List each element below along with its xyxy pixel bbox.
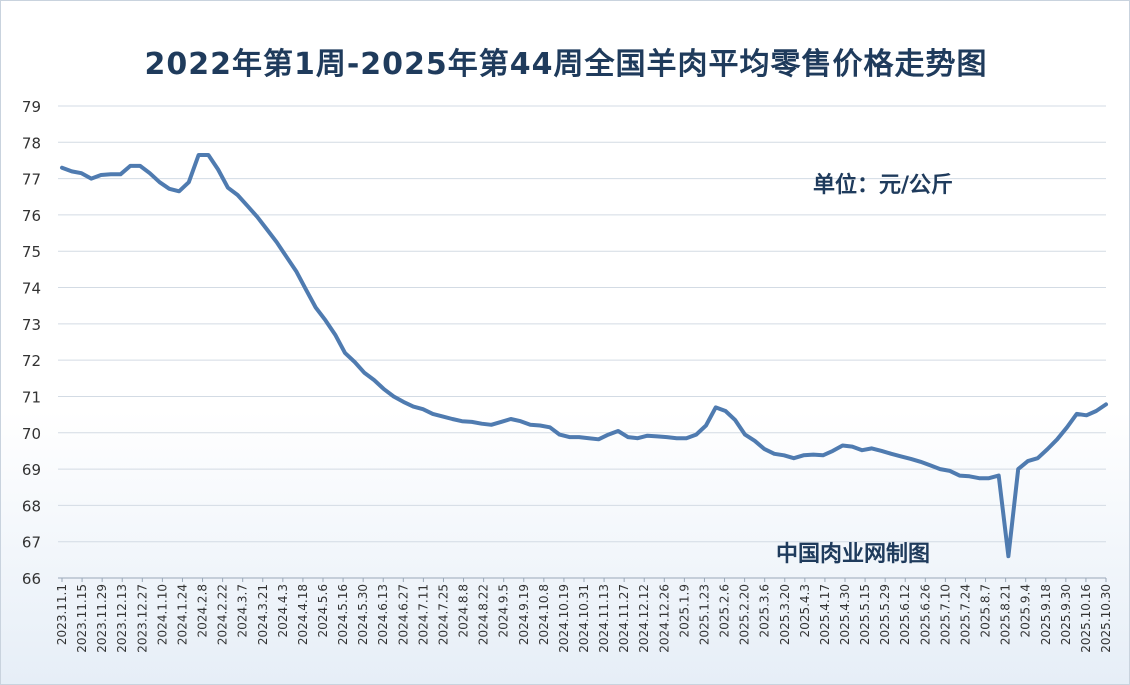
x-tick-label: 2025.9.30 — [1059, 584, 1073, 645]
x-tick-label: 2025.9.18 — [1039, 584, 1053, 645]
x-tick-label: 2024.8.22 — [477, 584, 491, 645]
y-tick-label: 68 — [22, 497, 41, 515]
x-tick-label: 2024.2.8 — [196, 584, 210, 637]
x-tick-label: 2024.10.8 — [537, 584, 551, 645]
x-tick-label: 2025.5.29 — [878, 584, 892, 645]
x-tick-label: 2025.2.20 — [738, 584, 752, 645]
x-tick-label: 2025.10.16 — [1079, 584, 1093, 653]
x-tick-label: 2025.10.30 — [1099, 584, 1113, 653]
x-tick-label: 2025.5.15 — [858, 584, 872, 645]
x-tick-label: 2024.7.25 — [436, 584, 450, 645]
x-tick-label: 2024.7.11 — [416, 584, 430, 645]
x-tick-label: 2024.10.19 — [557, 584, 571, 653]
x-tick-label: 2024.6.27 — [396, 584, 410, 645]
y-tick-label: 76 — [22, 207, 41, 225]
y-tick-label: 70 — [22, 425, 41, 443]
x-tick-label: 2023.11.29 — [95, 584, 109, 653]
x-tick-label: 2023.11.1 — [55, 584, 69, 645]
y-tick-label: 73 — [22, 316, 41, 334]
x-tick-label: 2023.12.13 — [115, 584, 129, 653]
x-tick-label: 2025.4.30 — [838, 584, 852, 645]
x-tick-label: 2025.4.17 — [818, 584, 832, 645]
x-axis-ticks: 2023.11.1 2023.11.15 2023.11.29 2023.12.13 2… — [55, 578, 1113, 653]
gridlines — [58, 105, 1106, 579]
x-tick-label: 2024.1.10 — [155, 584, 169, 645]
x-tick-label: 2025.6.26 — [918, 584, 932, 645]
x-tick-label: 2024.10.31 — [577, 584, 591, 653]
x-tick-label: 2025.7.24 — [958, 584, 972, 645]
x-tick-label: 2024.11.27 — [617, 584, 631, 653]
unit-label: 单位：元/公斤 — [813, 173, 954, 198]
x-tick-label: 2024.2.22 — [216, 584, 230, 645]
y-tick-label: 78 — [22, 134, 41, 152]
x-tick-label: 2024.12.12 — [637, 584, 651, 653]
x-tick-label: 2024.9.19 — [517, 584, 531, 645]
y-axis-ticks: 66 67 68 69 70 71 72 73 74 75 76 77 78 79 — [22, 98, 41, 588]
y-tick-label: 67 — [22, 534, 41, 552]
x-tick-label: 2025.2.6 — [718, 584, 732, 637]
y-tick-label: 71 — [22, 388, 41, 406]
x-tick-label: 2025.1.9 — [677, 584, 691, 637]
x-tick-label: 2024.5.30 — [356, 584, 370, 645]
x-tick-label: 2024.11.13 — [597, 584, 611, 653]
y-tick-label: 75 — [22, 243, 41, 261]
x-tick-label: 2025.8.7 — [979, 584, 993, 637]
series-layer — [60, 153, 1108, 559]
x-tick-label: 2024.8.8 — [457, 584, 471, 637]
x-tick-label: 2024.6.13 — [376, 584, 390, 645]
x-tick-label: 2024.3.21 — [256, 584, 270, 645]
x-tick-label: 2024.9.5 — [497, 584, 511, 637]
x-tick-label: 2024.5.16 — [336, 584, 350, 645]
chart-title: 2022年第1周-2025年第44周全国羊肉平均零售价格走势图 — [144, 47, 988, 82]
y-tick-label: 69 — [22, 461, 41, 479]
x-tick-label: 2025.7.10 — [938, 584, 952, 645]
y-tick-label: 66 — [22, 570, 41, 588]
x-tick-label: 2023.12.27 — [135, 584, 149, 653]
x-tick-label: 2025.6.12 — [898, 584, 912, 645]
x-tick-label: 2025.3.20 — [778, 584, 792, 645]
x-tick-label: 2024.12.26 — [657, 584, 671, 653]
x-tick-label: 2024.4.18 — [296, 584, 310, 645]
x-tick-label: 2024.1.24 — [175, 584, 189, 645]
y-tick-label: 72 — [22, 352, 41, 370]
x-tick-label: 2025.9.4 — [1019, 584, 1033, 637]
x-tick-label: 2024.5.6 — [316, 584, 330, 637]
x-tick-label: 2023.11.15 — [75, 584, 89, 653]
x-tick-label: 2024.4.3 — [276, 584, 290, 637]
y-tick-label: 74 — [22, 280, 41, 298]
y-tick-label: 79 — [22, 98, 41, 116]
x-tick-label: 2025.1.23 — [697, 584, 711, 645]
credit-label: 中国肉业网制图 — [776, 542, 931, 567]
x-tick-label: 2025.8.21 — [999, 584, 1013, 645]
series-line — [60, 153, 1108, 559]
x-tick-label: 2025.3.6 — [758, 584, 772, 637]
x-tick-label: 2025.4.3 — [798, 584, 812, 637]
x-tick-label: 2024.3.7 — [236, 584, 250, 637]
y-tick-label: 77 — [22, 171, 41, 189]
